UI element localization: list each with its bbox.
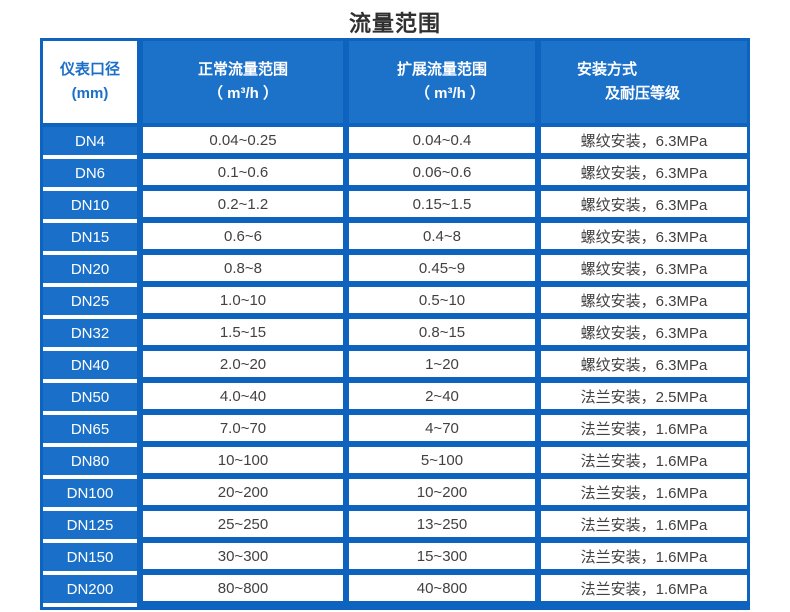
extended-range-cell: 0.06~0.6 xyxy=(349,159,535,185)
installation-cell: 螺纹安装，6.3MPa xyxy=(541,287,747,313)
row-diameter-cell: DN4 xyxy=(43,127,137,155)
extended-range-cell: 1~20 xyxy=(349,351,535,377)
normal-range-cell: 0.6~6 xyxy=(143,223,343,249)
row-diameter-cell: DN65 xyxy=(43,415,137,443)
header-extended-line2: （ m³/h ） xyxy=(415,85,485,102)
installation-cell: 法兰安装，2.5MPa xyxy=(541,383,747,409)
header-normal-line2: （ m³/h ） xyxy=(208,85,278,102)
extended-range-cell: 5~100 xyxy=(349,447,535,473)
installation-cell: 法兰安装，1.6MPa xyxy=(541,575,747,601)
diameter-column: DN4 DN6 DN10 DN15 DN20 DN25 DN32 DN40 DN50 DN65 DN… xyxy=(43,127,137,607)
normal-range-cell: 0.8~8 xyxy=(143,255,343,281)
header-diameter-line2: (mm) xyxy=(71,85,109,102)
extended-range-cell: 0.5~10 xyxy=(349,287,535,313)
row-diameter-cell: DN32 xyxy=(43,319,137,347)
row-diameter-cell: DN20 xyxy=(43,255,137,283)
header-normal-line1: 正常流量范围 xyxy=(197,61,288,78)
installation-cell: 法兰安装，1.6MPa xyxy=(541,543,747,569)
table-body-grid: 0.04~0.25 0.04~0.4 螺纹安装，6.3MPa 0.1~0.6 0.06~… xyxy=(143,127,747,607)
header-extended-line1: 扩展流量范围 xyxy=(396,61,487,78)
table-body: DN4 DN6 DN10 DN15 DN20 DN25 DN32 DN40 DN50 DN65 DN… xyxy=(43,127,747,607)
header-cell-diameter: 仪表口径 (mm) xyxy=(43,41,137,123)
row-diameter-cell: DN50 xyxy=(43,383,137,411)
row-diameter-cell: DN40 xyxy=(43,351,137,379)
extended-range-cell: 13~250 xyxy=(349,511,535,537)
extended-range-cell: 0.45~9 xyxy=(349,255,535,281)
row-diameter-cell: DN10 xyxy=(43,191,137,219)
normal-range-cell: 4.0~40 xyxy=(143,383,343,409)
installation-cell: 法兰安装，1.6MPa xyxy=(541,511,747,537)
extended-range-cell: 0.4~8 xyxy=(349,223,535,249)
row-diameter-cell: DN200 xyxy=(43,575,137,603)
row-diameter-cell: DN80 xyxy=(43,447,137,475)
normal-range-cell: 80~800 xyxy=(143,575,343,601)
extended-range-cell: 40~800 xyxy=(349,575,535,601)
normal-range-cell: 1.5~15 xyxy=(143,319,343,345)
installation-cell: 法兰安装，1.6MPa xyxy=(541,415,747,441)
extended-range-cell: 4~70 xyxy=(349,415,535,441)
extended-range-cell: 2~40 xyxy=(349,383,535,409)
row-diameter-cell: DN150 xyxy=(43,543,137,571)
extended-range-cell: 15~300 xyxy=(349,543,535,569)
flow-range-table: 仪表口径 (mm) 正常流量范围 （ m³/h ） 扩展流量范围 （ m³/h … xyxy=(40,38,750,610)
normal-range-cell: 1.0~10 xyxy=(143,287,343,313)
header-installation-line2: 及耐压等级 xyxy=(605,85,681,102)
header-diameter-line1: 仪表口径 xyxy=(59,61,120,78)
row-diameter-cell: DN25 xyxy=(43,287,137,315)
normal-range-cell: 0.2~1.2 xyxy=(143,191,343,217)
normal-range-cell: 0.04~0.25 xyxy=(143,127,343,153)
extended-range-cell: 0.8~15 xyxy=(349,319,535,345)
installation-cell: 法兰安装，1.6MPa xyxy=(541,447,747,473)
installation-cell: 螺纹安装，6.3MPa xyxy=(541,191,747,217)
installation-cell: 螺纹安装，6.3MPa xyxy=(541,159,747,185)
header-installation-line1: 安装方式 xyxy=(577,61,638,78)
extended-range-cell: 10~200 xyxy=(349,479,535,505)
row-diameter-cell: DN100 xyxy=(43,479,137,507)
header-cell-normal-range: 正常流量范围 （ m³/h ） xyxy=(143,41,343,123)
row-diameter-cell: DN125 xyxy=(43,511,137,539)
table-header-row: 仪表口径 (mm) 正常流量范围 （ m³/h ） 扩展流量范围 （ m³/h … xyxy=(43,41,747,123)
extended-range-cell: 0.04~0.4 xyxy=(349,127,535,153)
normal-range-cell: 2.0~20 xyxy=(143,351,343,377)
normal-range-cell: 20~200 xyxy=(143,479,343,505)
normal-range-cell: 7.0~70 xyxy=(143,415,343,441)
row-diameter-cell: DN6 xyxy=(43,159,137,187)
page-title: 流量范围 xyxy=(348,11,441,36)
header-cell-installation: 安装方式 及耐压等级 xyxy=(541,41,747,123)
normal-range-cell: 10~100 xyxy=(143,447,343,473)
extended-range-cell: 0.15~1.5 xyxy=(349,191,535,217)
installation-cell: 螺纹安装，6.3MPa xyxy=(541,223,747,249)
header-cell-extended-range: 扩展流量范围 （ m³/h ） xyxy=(349,41,535,123)
normal-range-cell: 0.1~0.6 xyxy=(143,159,343,185)
installation-cell: 螺纹安装，6.3MPa xyxy=(541,351,747,377)
normal-range-cell: 25~250 xyxy=(143,511,343,537)
installation-cell: 螺纹安装，6.3MPa xyxy=(541,319,747,345)
installation-cell: 螺纹安装，6.3MPa xyxy=(541,127,747,153)
installation-cell: 法兰安装，1.6MPa xyxy=(541,479,747,505)
row-diameter-cell: DN15 xyxy=(43,223,137,251)
installation-cell: 螺纹安装，6.3MPa xyxy=(541,255,747,281)
normal-range-cell: 30~300 xyxy=(143,543,343,569)
